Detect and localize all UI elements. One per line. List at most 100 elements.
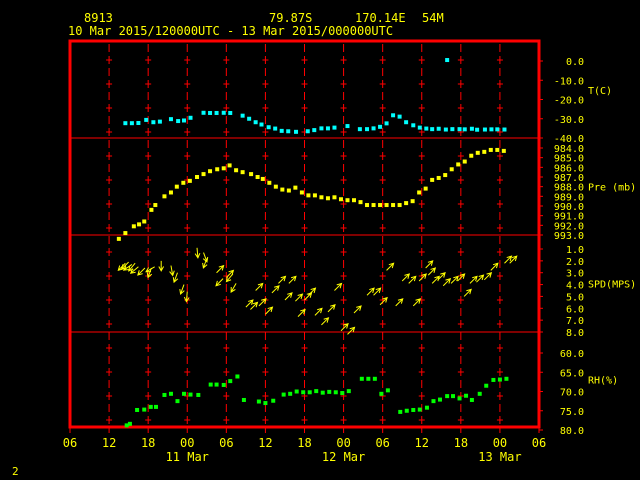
- wind-arrow: [169, 265, 175, 277]
- temperature-point: [411, 123, 416, 128]
- pressure-point: [352, 198, 357, 203]
- wind-tick-label: 8.0: [566, 328, 584, 339]
- station-elevation: 54M: [422, 11, 444, 25]
- pressure-point: [371, 203, 376, 208]
- wind-arrow: [137, 267, 146, 276]
- wind-arrow: [425, 260, 434, 269]
- temperature-point: [168, 117, 173, 122]
- temperature-point: [286, 129, 291, 134]
- temperature-point: [482, 127, 487, 132]
- wind-arrow: [469, 275, 478, 284]
- wind-arrow: [271, 285, 280, 294]
- wind-arrow: [215, 278, 224, 287]
- wind-arrow: [194, 247, 201, 259]
- rh-point: [491, 377, 496, 382]
- rh-point: [208, 382, 213, 387]
- rh-point: [464, 393, 469, 398]
- time-tick-label: 00: [336, 436, 350, 450]
- temperature-point: [450, 127, 455, 132]
- pressure-point: [174, 184, 179, 189]
- pressure-tick-label: 990.0: [554, 202, 584, 213]
- pressure-point: [260, 176, 265, 181]
- rh-tick-label: 65.0: [560, 368, 584, 379]
- rh-point: [437, 397, 442, 402]
- rh-point: [366, 376, 371, 381]
- pressure-point: [378, 203, 383, 208]
- wind-arrow: [463, 288, 472, 297]
- pressure-point: [410, 199, 415, 204]
- rh-point: [320, 390, 325, 395]
- rh-point: [214, 382, 219, 387]
- rh-point: [175, 399, 180, 404]
- wind-arrow: [450, 275, 459, 284]
- wind-arrow: [504, 255, 513, 264]
- page-number: 2: [12, 465, 19, 478]
- pressure-point: [137, 222, 142, 227]
- rh-point: [504, 376, 509, 381]
- pressure-point: [404, 201, 409, 206]
- rh-point: [431, 399, 436, 404]
- wind-arrow: [347, 326, 356, 335]
- time-tick-label: 06: [532, 436, 546, 450]
- wind-arrow: [321, 317, 330, 326]
- wind-tick-label: 6.0: [566, 304, 584, 315]
- temperature-point: [365, 127, 370, 132]
- rh-point: [359, 376, 364, 381]
- temperature-point: [424, 126, 429, 131]
- rh-point: [271, 398, 276, 403]
- time-tick-label: 18: [141, 436, 155, 450]
- temperature-point: [345, 124, 350, 129]
- wind-tick-label: 7.0: [566, 316, 584, 327]
- pressure-point: [201, 172, 206, 177]
- pressure-point: [462, 159, 467, 164]
- rh-point: [256, 399, 261, 404]
- rh-point: [235, 374, 240, 379]
- rh-point: [477, 391, 482, 396]
- pressure-point: [482, 149, 487, 154]
- rh-point: [162, 392, 167, 397]
- pressure-point: [131, 224, 136, 229]
- pressure-point: [286, 188, 291, 193]
- pressure-tick-label: 986.0: [554, 163, 584, 174]
- rh-point: [181, 391, 186, 396]
- temperature-point: [378, 124, 383, 129]
- temperature-point: [443, 127, 448, 132]
- rh-point: [327, 389, 332, 394]
- pressure-point: [436, 175, 441, 180]
- date-label: 11 Mar: [166, 450, 209, 464]
- temperature-point: [469, 126, 474, 131]
- wind-arrow: [442, 277, 452, 287]
- time-tick-label: 00: [493, 436, 507, 450]
- pressure-tick-label: 991.0: [554, 212, 584, 223]
- wind-tick-label: 1.0: [566, 245, 584, 256]
- pressure-point: [332, 195, 337, 200]
- wind-arrow: [308, 287, 317, 296]
- time-tick-label: 12: [258, 436, 272, 450]
- temperature-point: [371, 126, 376, 131]
- rh-point: [314, 389, 319, 394]
- rh-point: [142, 407, 147, 412]
- wind-arrow: [202, 258, 208, 269]
- pressure-point: [168, 190, 173, 195]
- pressure-axis-label: Pre (mb): [588, 183, 636, 194]
- pressure-point: [358, 200, 363, 205]
- pressure-point: [449, 167, 454, 172]
- wind-arrow: [225, 273, 234, 283]
- date-label: 12 Mar: [322, 450, 365, 464]
- temperature-point: [495, 127, 500, 132]
- pressure-point: [227, 163, 232, 168]
- temperature-point: [240, 113, 245, 118]
- wind-arrow: [457, 273, 466, 282]
- temperature-point: [319, 126, 324, 131]
- temperature-point: [176, 119, 181, 124]
- temperature-point: [475, 127, 480, 132]
- pressure-point: [162, 194, 167, 199]
- wind-arrow: [183, 291, 190, 303]
- temperature-point: [123, 121, 128, 126]
- wind-tick-label: 5.0: [566, 292, 584, 303]
- rh-tick-label: 70.0: [560, 388, 584, 399]
- pressure-point: [181, 180, 186, 185]
- rh-point: [241, 397, 246, 402]
- wind-arrow: [216, 264, 225, 274]
